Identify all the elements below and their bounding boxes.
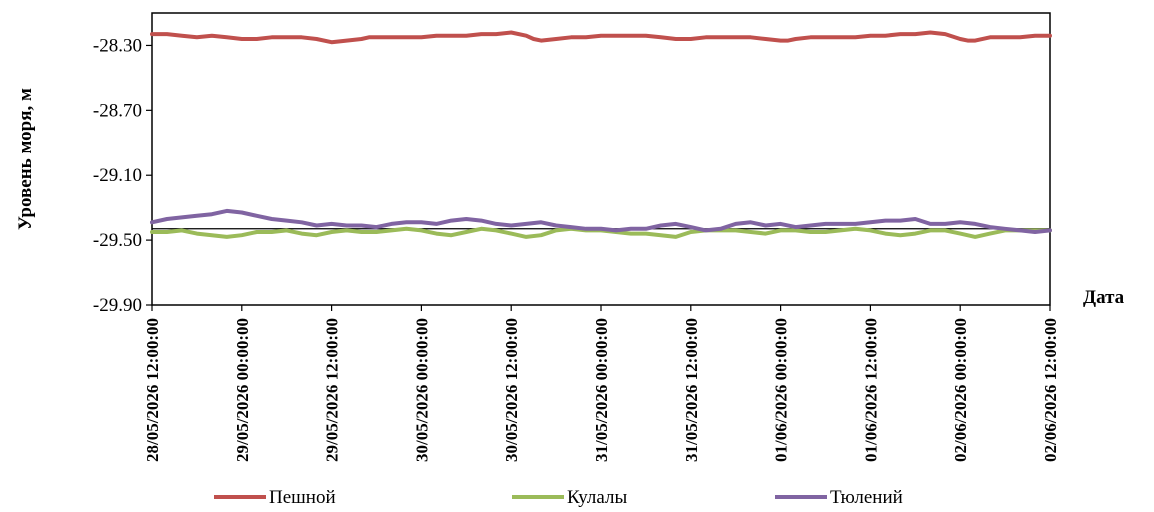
x-tick-label: 02/06/2026 00:00:00 [951,318,970,462]
y-tick-label: -29.50 [93,230,142,251]
x-tick-label: 28/05/2026 12:00:00 [143,318,162,462]
y-axis-title: Уровень моря, м [15,88,36,230]
x-tick-label: 02/06/2026 12:00:00 [1041,318,1060,462]
y-tick-label: -29.10 [93,165,142,186]
x-tick-label: 01/06/2026 12:00:00 [861,318,880,462]
legend: Пешной Кулалы Тюлений [214,487,903,508]
x-tick-label: 30/05/2026 00:00:00 [412,318,431,462]
x-tick-label: 29/05/2026 00:00:00 [233,318,252,462]
plot-frame [151,12,1051,306]
x-tick-label: 30/05/2026 12:00:00 [502,318,521,462]
plot-area [151,12,1051,306]
y-axis-ticks: -28.30 -28.70 -29.10 -29.50 -29.90 [93,35,152,316]
x-axis-title: Дата [1083,287,1125,308]
legend-label: Тюлений [830,487,903,508]
series-line-1 [150,30,1052,45]
x-tick-label: 01/06/2026 00:00:00 [772,318,791,462]
x-tick-label: 29/05/2026 12:00:00 [323,318,342,462]
series-line-3 [150,208,1052,234]
legend-label: Пешной [269,487,336,508]
x-tick-label: 31/05/2026 00:00:00 [592,318,611,462]
legend-label: Кулалы [567,487,627,508]
y-tick-label: -29.90 [93,295,142,316]
series-lines [150,30,1052,239]
y-tick-label: -28.30 [93,35,142,56]
y-tick-label: -28.70 [93,100,142,121]
x-tick-label: 31/05/2026 12:00:00 [682,318,701,462]
x-axis-ticks: 28/05/2026 12:00:00 29/05/2026 00:00:00 29… [143,305,1060,462]
